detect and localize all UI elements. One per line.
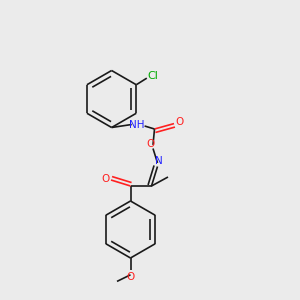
Text: Cl: Cl <box>148 71 158 81</box>
Text: O: O <box>126 272 135 283</box>
Text: O: O <box>101 173 110 184</box>
Text: NH: NH <box>129 119 145 130</box>
Text: N: N <box>155 156 163 166</box>
Text: O: O <box>146 139 155 149</box>
Text: O: O <box>175 117 184 127</box>
